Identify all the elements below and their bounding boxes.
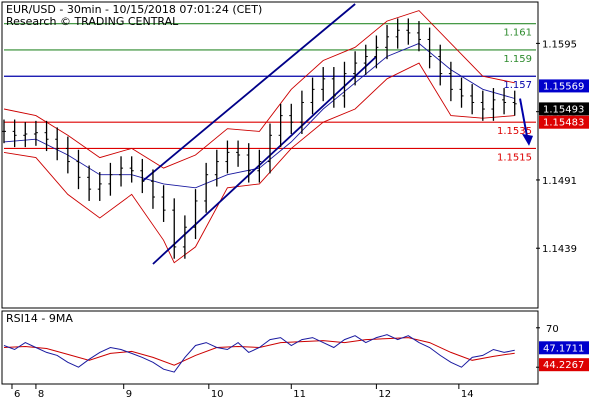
axes: 1.14391.14911.15431.15951.155691.154931.… xyxy=(11,39,589,400)
y-tick-label: 1.1491 xyxy=(542,176,577,187)
x-tick-label: 11 xyxy=(293,389,306,400)
x-tick-label: 8 xyxy=(38,389,44,400)
rsi-title: RSI14 - 9MA xyxy=(6,312,73,325)
rsi-badge xyxy=(539,341,589,355)
level-label-4: 1.1515 xyxy=(497,152,532,163)
rsi-line xyxy=(3,334,515,373)
rsi-badge-label: 47.1711 xyxy=(543,343,584,354)
rsi-tick-label: 70 xyxy=(546,324,559,335)
rsi-plot xyxy=(3,334,515,373)
level-label-0: 1.161 xyxy=(503,28,532,39)
x-tick-label: 10 xyxy=(211,389,224,400)
bollinger-upper xyxy=(3,10,515,169)
rsi-panel-frame xyxy=(1,310,539,385)
price-badge xyxy=(539,115,589,129)
level-label-2: 1.157 xyxy=(503,80,532,91)
bollinger-lower xyxy=(3,62,515,264)
channel-upper xyxy=(141,3,356,182)
level-label-1: 1.159 xyxy=(503,54,532,65)
y-tick-label: 1.1439 xyxy=(542,244,577,255)
forecast-arrow-shaft xyxy=(519,98,530,143)
main-plot: 1.161 1.159 1.157 1.1535 1.1515 xyxy=(2,3,536,265)
x-tick-label: 12 xyxy=(378,389,391,400)
price-badge-label: 1.15493 xyxy=(543,104,584,115)
price-badge xyxy=(539,79,589,93)
y-tick-label: 1.1595 xyxy=(542,39,577,50)
x-tick-label: 6 xyxy=(14,389,20,400)
rsi-badge-label: 44.2267 xyxy=(543,360,584,371)
price-badge xyxy=(539,102,589,116)
x-tick-label: 9 xyxy=(126,389,132,400)
price-badge-label: 1.15569 xyxy=(543,81,584,92)
x-tick-label: 14 xyxy=(461,389,474,400)
chart-title: EUR/USD - 30min - 10/15/2018 07:01:24 (C… xyxy=(6,3,262,16)
rsi-badge xyxy=(539,358,589,372)
channel-lower xyxy=(152,55,378,265)
level-label-3: 1.1535 xyxy=(497,126,532,137)
price-badge-label: 1.15483 xyxy=(543,118,584,129)
chart-subtitle: Research © TRADING CENTRAL xyxy=(6,15,179,28)
forecast-arrow-head xyxy=(522,133,534,146)
